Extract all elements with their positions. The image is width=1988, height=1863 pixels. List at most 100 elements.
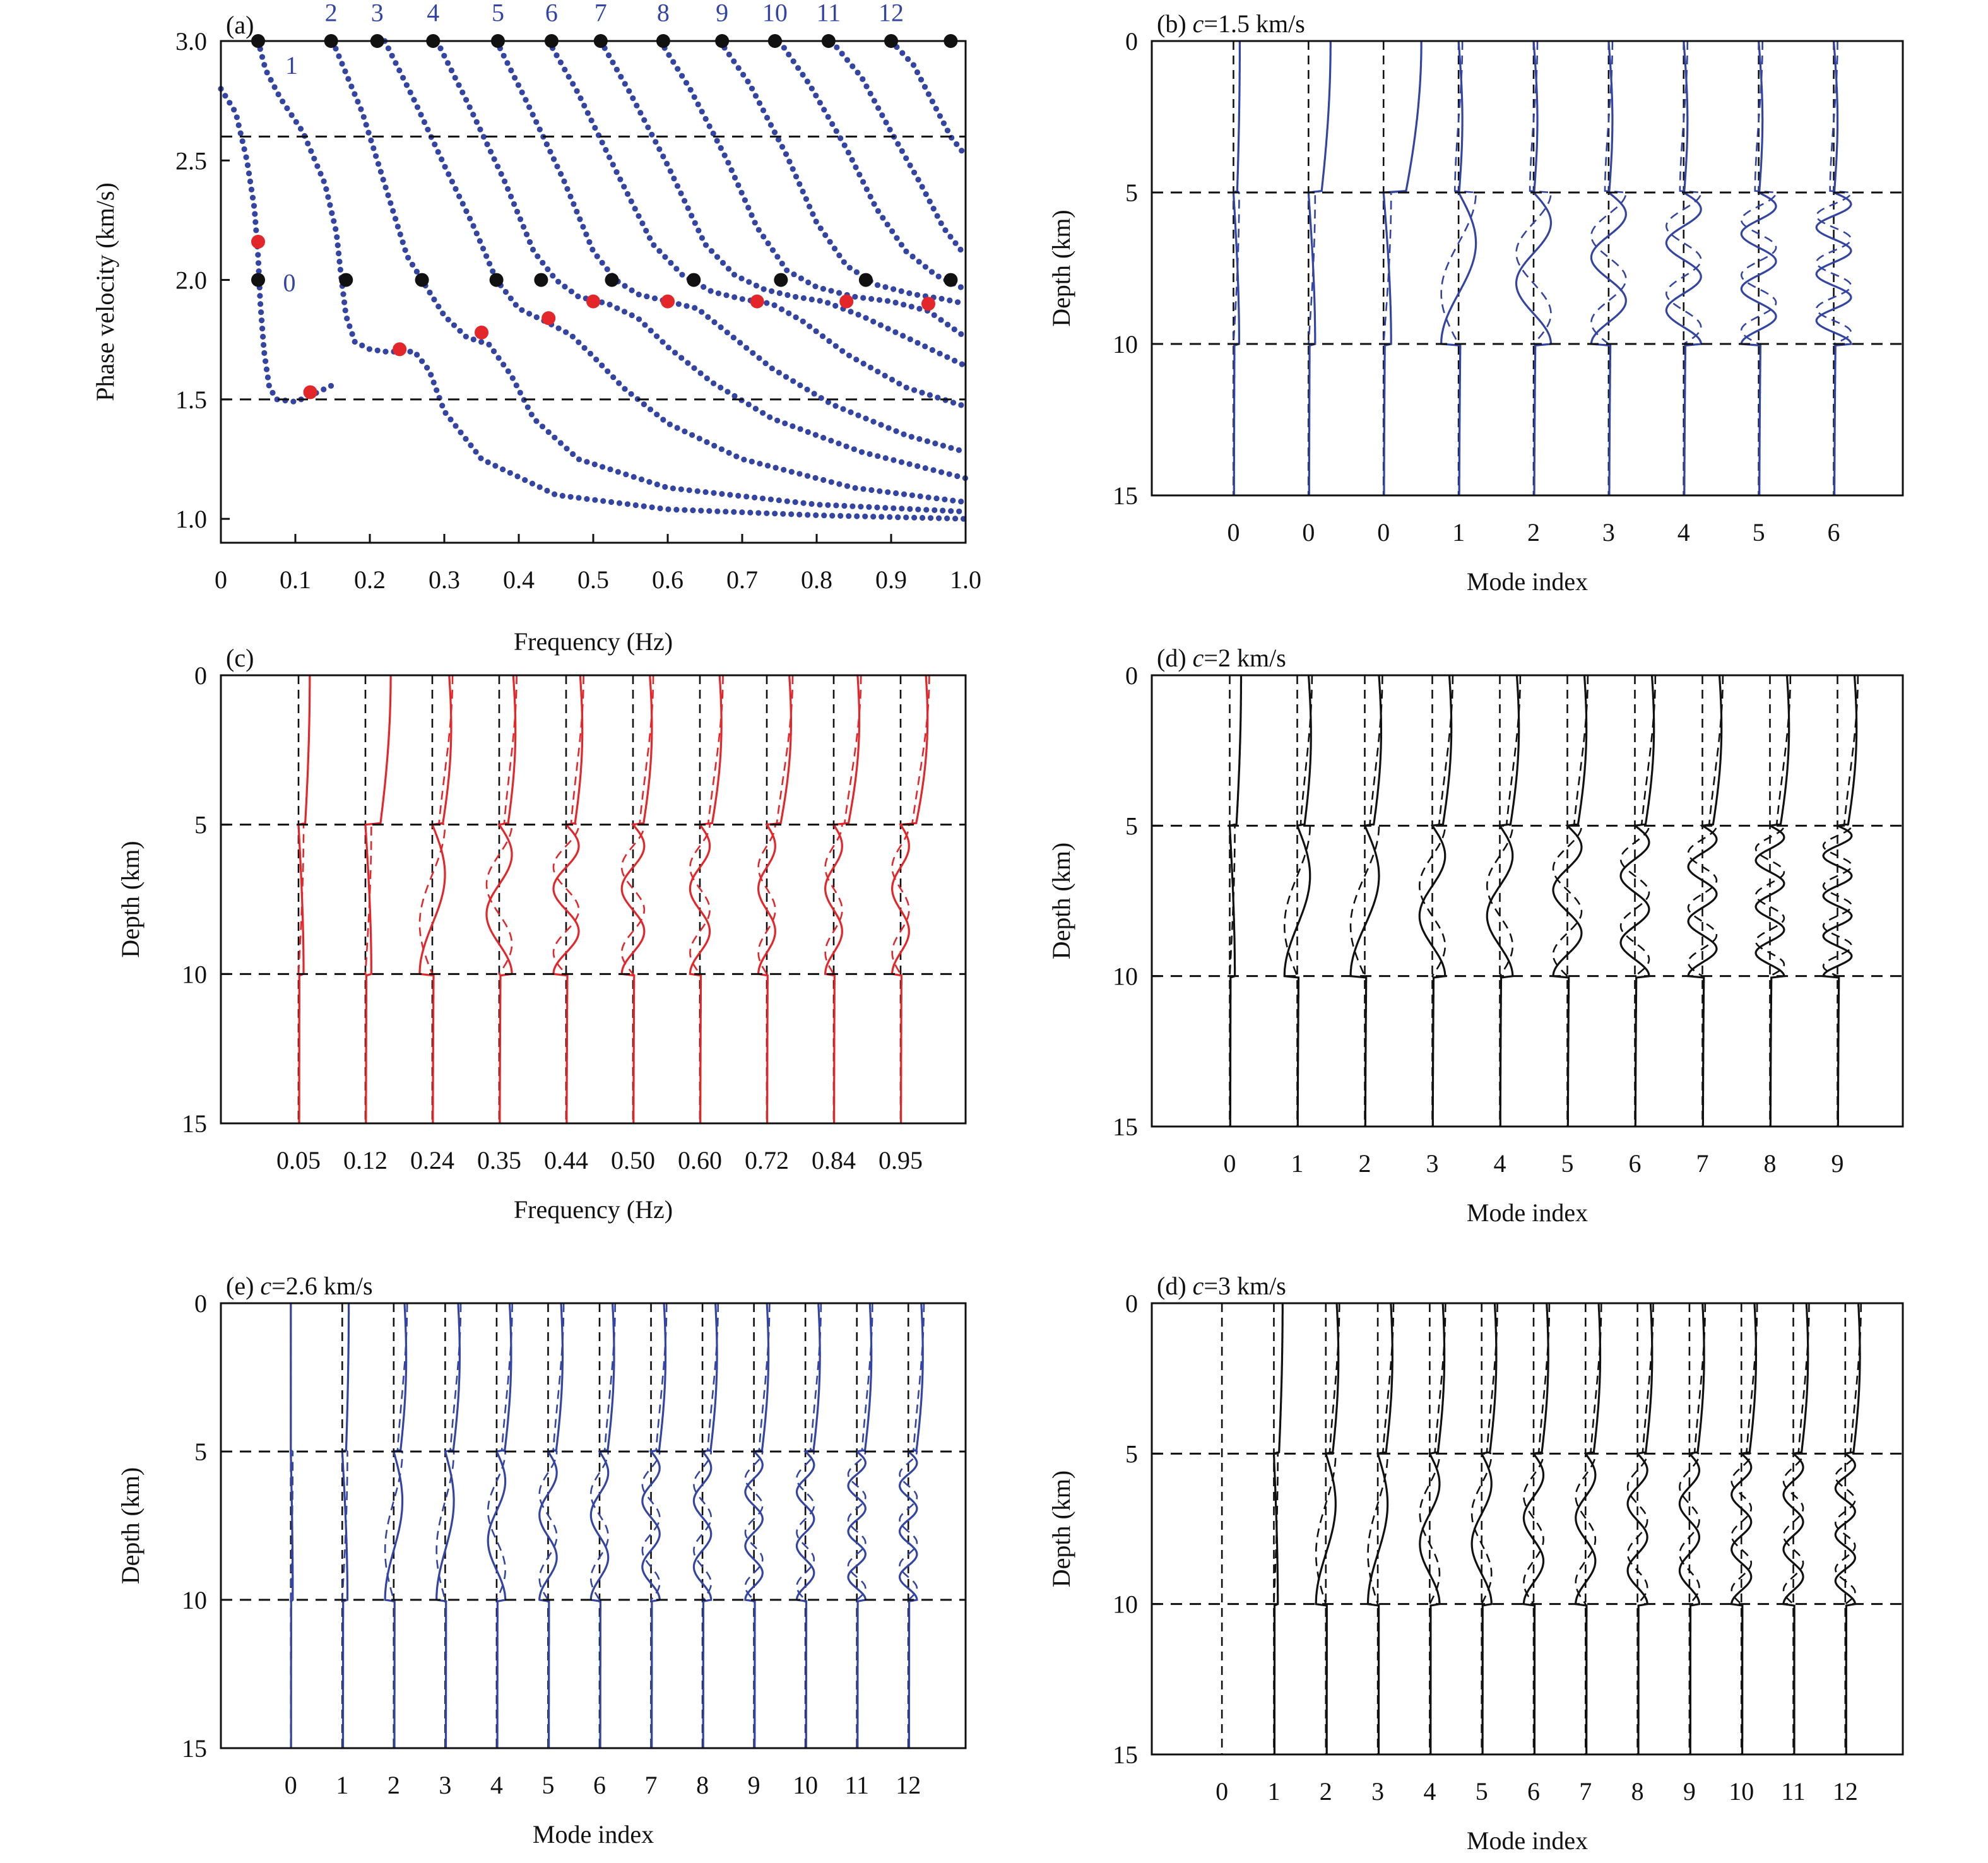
x-tick-label: 5: [1476, 1777, 1488, 1806]
x-tick-label: 5: [541, 1771, 554, 1799]
mode-4-point: [487, 148, 494, 155]
mode-7-point: [808, 296, 815, 303]
mode-3-point: [893, 490, 899, 497]
mode-9-point: [790, 166, 796, 172]
mode-7-point: [613, 66, 620, 73]
mode-5-point: [870, 418, 877, 425]
red-marker: [251, 235, 265, 249]
eigenfunction-dashed: [297, 675, 311, 1123]
mode-8-point: [938, 317, 944, 323]
mode-2-point: [445, 316, 451, 322]
mode-7-point: [634, 102, 640, 109]
mode-4-point: [914, 463, 921, 470]
mode-7-point: [674, 183, 681, 189]
black-marker: [415, 273, 429, 287]
mode-5-point: [586, 239, 593, 245]
mode-9-point: [793, 174, 800, 180]
mode-10-point: [903, 248, 909, 254]
mode-6-point: [679, 271, 685, 278]
mode-1-point: [337, 266, 344, 273]
eigenfunction-solid: [824, 675, 861, 1123]
mode-2-point: [528, 411, 535, 418]
x-tick-label: 0.8: [801, 565, 832, 594]
mode-3-point: [933, 495, 940, 502]
eigenfunction-dashed: [1515, 41, 1552, 495]
mode-0-point: [263, 358, 269, 364]
mode-9-point: [836, 252, 843, 259]
mode-3-point: [470, 223, 476, 229]
mode-6-point: [565, 74, 572, 80]
mode-3-point: [605, 368, 611, 374]
mode-1-point: [334, 242, 341, 249]
mode-7-point: [753, 282, 759, 289]
mode-1-point: [690, 507, 696, 514]
mode-2-point: [505, 368, 511, 374]
eigenfunction-dashed: [757, 675, 794, 1123]
mode-1-point: [846, 513, 852, 519]
mode-4-point: [711, 380, 717, 387]
mode-3-point: [439, 156, 445, 163]
eigenfunction-dashed: [1626, 1303, 1654, 1754]
mode-3-point: [581, 345, 588, 352]
mode-3-point: [396, 67, 403, 74]
mode-8-point: [812, 283, 819, 290]
mode-5-point: [594, 253, 600, 259]
mode-2-point: [478, 339, 485, 345]
x-tick-label: 0: [285, 1771, 297, 1799]
mode-2-point: [849, 503, 856, 509]
mode-2-point: [380, 177, 386, 183]
mode-1-point: [264, 69, 270, 76]
eigenfunction-dashed: [1815, 41, 1852, 495]
mode-8-point: [784, 267, 790, 273]
mode-0-point: [247, 178, 254, 185]
mode-8-point: [725, 160, 731, 166]
mode-8-point: [691, 94, 697, 100]
mode-1-point: [514, 473, 521, 480]
mode-5-point: [530, 112, 536, 118]
mode-4-point: [745, 401, 752, 408]
panel-a: 0 0.1 0.2 0.3 0.4 0.5 0.6 0.7 0.8 0.9 1.0 1.0 1.5 2.0…: [91, 0, 981, 656]
eigenfunction-dashed: [1382, 41, 1423, 495]
mode-7-point: [855, 312, 861, 318]
mode-9-point: [954, 299, 961, 305]
mode-4-point: [851, 446, 857, 452]
mode-9-point: [874, 282, 881, 288]
eigenfunction-dashed: [1284, 675, 1313, 1127]
mode-8-point: [666, 52, 672, 58]
eigenfunction-solid: [1590, 40, 1627, 495]
mode-5-point: [855, 412, 861, 418]
mode-10-point: [898, 242, 904, 248]
mode-12-point: [905, 56, 911, 62]
mode-10-point: [800, 71, 806, 78]
y-tick-label: 5: [194, 1438, 207, 1466]
mode-4-point: [718, 384, 724, 391]
mode-7-point: [664, 160, 670, 167]
mode-6-point: [739, 296, 745, 302]
mode-4-point: [665, 345, 672, 351]
mode-3-point: [593, 357, 600, 363]
mode-8-point: [702, 115, 709, 122]
mode-3-point: [901, 491, 908, 497]
mode-1-point: [325, 194, 331, 200]
mode-2-point: [694, 488, 701, 494]
mode-1-point: [805, 512, 811, 518]
mode-4-point: [526, 239, 533, 245]
mode-4-point: [858, 449, 865, 455]
mode-7-point: [610, 59, 616, 66]
mode-1-point: [632, 502, 639, 509]
mode-11-point: [879, 112, 885, 119]
mode-9-point: [810, 211, 816, 217]
eigenfunction-dashed: [1367, 1303, 1395, 1754]
mode-7-point: [776, 290, 783, 297]
mode-2-point: [630, 474, 637, 480]
mode-5-point: [543, 141, 550, 148]
mode-3-point: [490, 268, 496, 275]
mode-11-point: [911, 169, 918, 175]
mode-6-point: [950, 399, 957, 406]
mode-4-point: [648, 328, 654, 334]
x-tick-label: 6: [593, 1771, 606, 1799]
mode-0-point: [259, 317, 265, 324]
mode-4-point: [514, 208, 521, 215]
mode-4-point: [930, 467, 937, 473]
mode-8-point: [765, 240, 771, 247]
